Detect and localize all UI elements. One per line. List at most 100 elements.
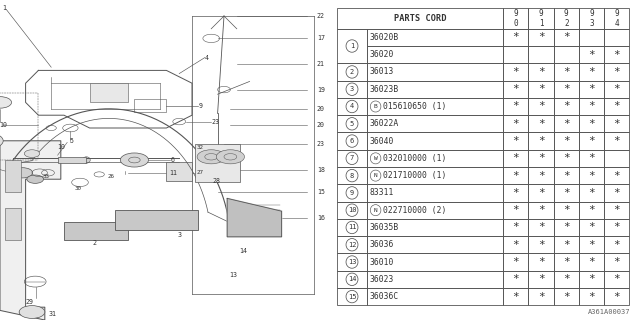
Text: *: * — [513, 240, 519, 250]
Text: *: * — [513, 84, 519, 94]
Ellipse shape — [83, 157, 90, 163]
Bar — [5, 160, 21, 192]
Text: 9: 9 — [350, 190, 354, 196]
Polygon shape — [227, 198, 282, 237]
Bar — [503, 288, 529, 305]
Text: *: * — [538, 84, 545, 94]
Bar — [529, 29, 554, 46]
Text: 14: 14 — [239, 248, 247, 254]
Bar — [604, 253, 629, 271]
Text: *: * — [588, 171, 595, 180]
Bar — [503, 253, 529, 271]
Bar — [367, 253, 503, 271]
Bar — [554, 253, 579, 271]
Bar — [503, 81, 529, 98]
Bar — [337, 81, 367, 98]
Text: 2: 2 — [93, 240, 97, 246]
Text: 15: 15 — [317, 189, 325, 195]
Text: *: * — [563, 84, 570, 94]
Text: N: N — [374, 173, 378, 178]
Bar — [529, 132, 554, 150]
Bar — [337, 63, 367, 81]
Bar — [337, 236, 367, 253]
Text: 9
2: 9 2 — [564, 9, 568, 28]
Text: *: * — [538, 32, 545, 42]
Text: 4: 4 — [350, 103, 354, 109]
Text: 16: 16 — [317, 215, 325, 220]
Text: *: * — [538, 205, 545, 215]
Bar — [529, 219, 554, 236]
Text: 32: 32 — [196, 145, 204, 150]
Bar — [579, 98, 604, 115]
Bar — [367, 29, 503, 46]
Bar — [337, 219, 367, 236]
Text: 11: 11 — [348, 224, 356, 230]
Text: 22: 22 — [317, 13, 325, 19]
Text: 1: 1 — [3, 5, 6, 11]
Circle shape — [12, 168, 33, 178]
Bar — [604, 219, 629, 236]
Text: *: * — [513, 136, 519, 146]
Text: *: * — [538, 240, 545, 250]
Text: *: * — [588, 84, 595, 94]
Bar — [579, 202, 604, 219]
Text: 1: 1 — [350, 43, 354, 49]
Text: *: * — [538, 171, 545, 180]
Bar — [604, 167, 629, 184]
Text: *: * — [613, 101, 620, 111]
Bar — [554, 29, 579, 46]
Bar — [604, 132, 629, 150]
Text: 10: 10 — [0, 122, 6, 128]
Text: *: * — [613, 292, 620, 301]
Text: 26: 26 — [108, 174, 115, 179]
Text: 15: 15 — [348, 293, 356, 300]
Bar — [529, 98, 554, 115]
Text: 10: 10 — [57, 144, 65, 150]
Bar — [367, 46, 503, 63]
Bar — [337, 167, 367, 184]
Text: W: W — [374, 156, 378, 161]
Text: 9: 9 — [198, 103, 202, 108]
Bar — [503, 29, 529, 46]
Text: *: * — [513, 222, 519, 232]
Bar — [554, 81, 579, 98]
Text: *: * — [538, 292, 545, 301]
Text: *: * — [563, 292, 570, 301]
Bar — [503, 271, 529, 288]
Bar — [529, 46, 554, 63]
Bar — [554, 115, 579, 132]
Polygon shape — [0, 141, 61, 320]
Text: A361A00037: A361A00037 — [588, 309, 630, 315]
Bar — [337, 8, 503, 29]
Circle shape — [120, 153, 148, 167]
Bar — [337, 115, 367, 132]
Text: B: B — [374, 104, 378, 109]
Text: *: * — [613, 240, 620, 250]
Text: 13: 13 — [230, 272, 237, 278]
Bar — [367, 219, 503, 236]
Bar — [579, 219, 604, 236]
Bar — [579, 63, 604, 81]
Text: N: N — [374, 208, 378, 213]
Bar — [604, 46, 629, 63]
Bar — [529, 288, 554, 305]
Bar — [367, 115, 503, 132]
Bar — [579, 253, 604, 271]
Text: 21: 21 — [317, 61, 325, 67]
Bar — [503, 98, 529, 115]
Text: *: * — [513, 257, 519, 267]
Text: *: * — [538, 67, 545, 77]
Bar — [367, 236, 503, 253]
Bar — [554, 150, 579, 167]
Bar — [579, 167, 604, 184]
Text: 032010000 (1): 032010000 (1) — [383, 154, 446, 163]
Bar — [503, 115, 529, 132]
Text: *: * — [513, 171, 519, 180]
Text: 20: 20 — [317, 122, 325, 128]
Text: *: * — [613, 84, 620, 94]
Bar — [195, 144, 240, 182]
Bar — [554, 132, 579, 150]
Bar — [529, 150, 554, 167]
Bar — [115, 210, 198, 230]
Text: *: * — [588, 119, 595, 129]
